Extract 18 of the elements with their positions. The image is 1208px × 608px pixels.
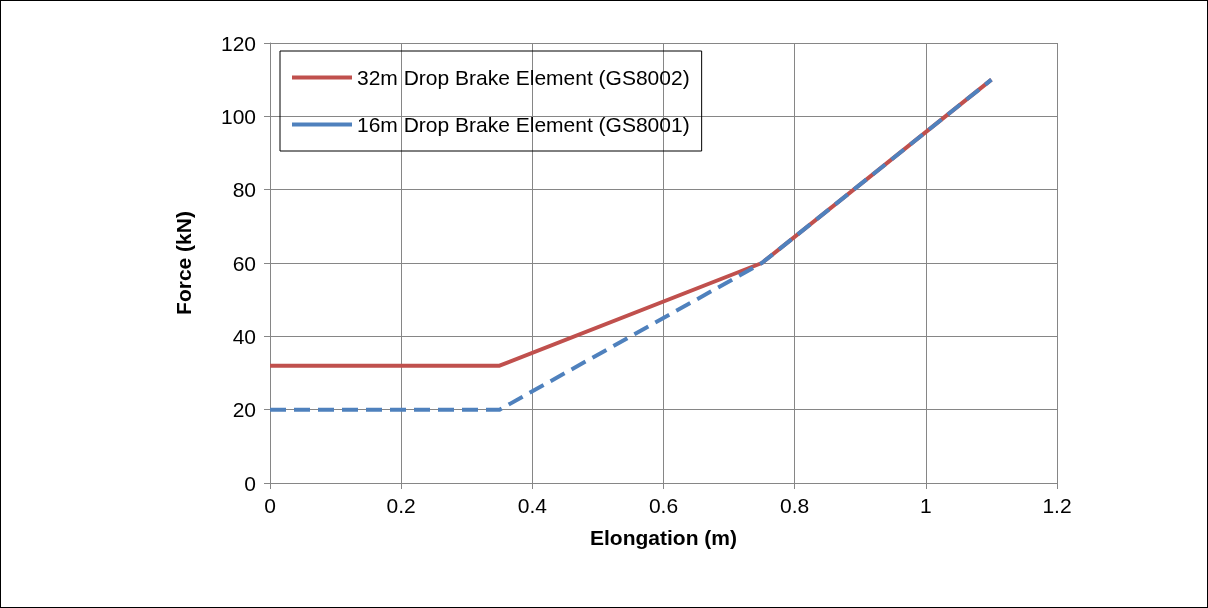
y-tick-label: 20 [232, 398, 256, 422]
y-tick-label: 40 [232, 324, 256, 348]
x-axis-title: Elongation (m) [590, 526, 737, 549]
legend-label: 32m Drop Brake Element (GS8002) [357, 66, 690, 89]
x-tick-label: 0 [264, 494, 276, 517]
y-tick-label: 80 [232, 178, 256, 202]
y-tick-label: 120 [220, 31, 256, 55]
x-tick-label: 1 [919, 494, 932, 517]
x-tick-label: 0.2 [386, 494, 416, 517]
y-tick-label: 100 [220, 104, 256, 128]
x-tick-label: 0.8 [780, 494, 810, 517]
y-tick-label: 0 [244, 471, 256, 495]
legend-label: 16m Drop Brake Element (GS8001) [357, 113, 690, 136]
y-tick-label: 60 [232, 251, 256, 275]
x-tick-label: 0.4 [517, 494, 548, 517]
x-tick-label: 0.6 [648, 494, 679, 517]
y-axis-title: Force (kN) [172, 211, 195, 315]
x-tick-label: 1.2 [1042, 494, 1072, 517]
